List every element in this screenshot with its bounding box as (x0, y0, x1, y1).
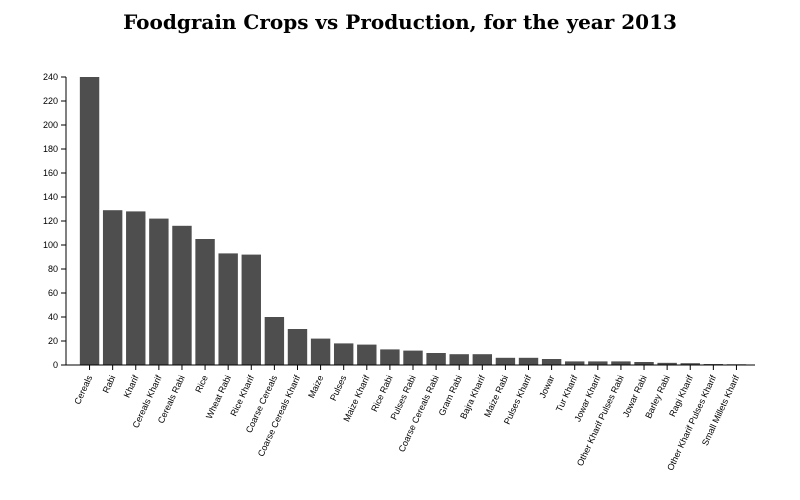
bar (680, 363, 700, 365)
x-tick-label: Rabi (101, 374, 118, 395)
bar (264, 317, 285, 365)
bar (588, 361, 608, 365)
bar (102, 210, 123, 365)
bar (403, 350, 423, 365)
y-tick-label: 40 (48, 312, 58, 322)
y-tick-label: 100 (43, 240, 58, 250)
bar (541, 359, 562, 365)
y-tick-label: 0 (53, 360, 58, 370)
bar (357, 344, 377, 365)
bar (149, 218, 169, 365)
y-tick-label: 160 (43, 168, 58, 178)
bar (380, 349, 400, 365)
x-tick-label: Coarse Cereals Kharif (256, 373, 303, 458)
bar (79, 77, 100, 365)
bar (518, 357, 539, 365)
bar (449, 354, 469, 365)
y-axis: 0 20 40 60 80 100 120 140 160 180 200 220 240 (43, 72, 67, 370)
bar (310, 338, 331, 365)
y-tick-label: 240 (43, 72, 58, 82)
bars (79, 77, 747, 365)
bar (287, 329, 308, 365)
y-tick-label: 120 (43, 216, 58, 226)
bar (241, 254, 261, 365)
bar (472, 354, 493, 365)
y-tick-label: 220 (43, 96, 58, 106)
y-tick-label: 180 (43, 144, 58, 154)
x-tick-label: Pulses (328, 373, 349, 402)
y-tick-label: 20 (48, 336, 58, 346)
y-tick-label: 60 (48, 288, 58, 298)
bar (426, 353, 446, 365)
x-tick-label: Rice (193, 374, 210, 395)
y-tick-label: 200 (43, 120, 58, 130)
chart-title: Foodgrain Crops vs Production, for the y… (123, 10, 677, 34)
x-tick-label: Jowar (537, 374, 556, 400)
x-tick-label: Kharif (122, 373, 141, 399)
x-tick-label: Maize (306, 374, 325, 400)
bar (218, 253, 238, 365)
bar (195, 239, 215, 365)
x-tick-label: Tur Kharif (554, 373, 580, 413)
bar (611, 361, 631, 365)
bar (333, 343, 354, 365)
bar (126, 211, 146, 365)
x-tick-label: Cereals (72, 373, 94, 406)
y-tick-label: 80 (48, 264, 58, 274)
bar (565, 361, 585, 365)
bar (634, 362, 654, 365)
x-tick-label: Rice Rabi (369, 374, 395, 414)
bar (657, 362, 677, 365)
y-tick-label: 140 (43, 192, 58, 202)
bar (172, 225, 192, 365)
bar (495, 357, 516, 365)
